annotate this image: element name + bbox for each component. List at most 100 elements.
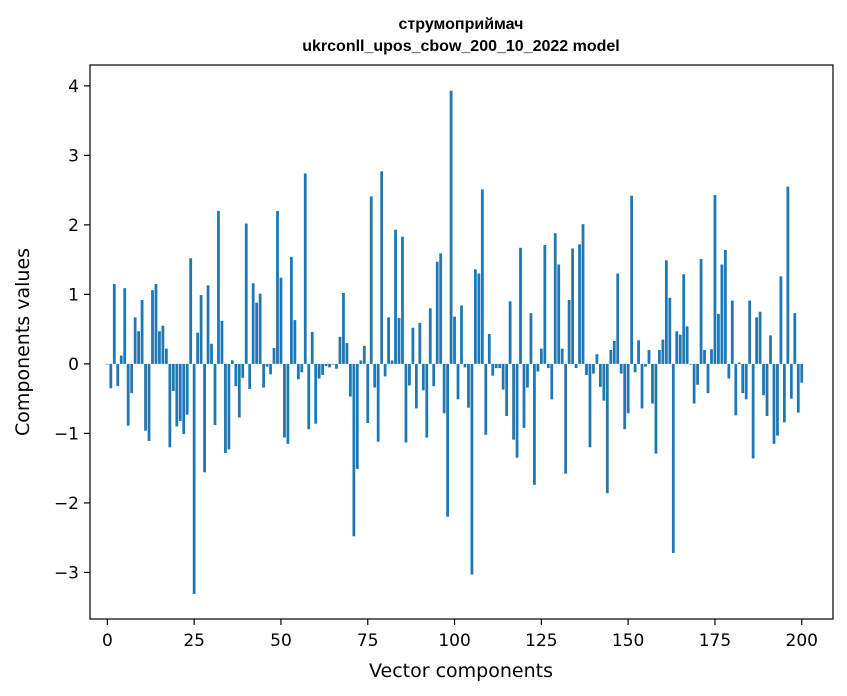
bar [671, 363, 675, 553]
bar [182, 363, 186, 435]
bar [539, 348, 543, 364]
bar [283, 363, 286, 438]
bar [574, 363, 578, 369]
bar [158, 331, 161, 364]
bar [234, 363, 238, 387]
bar [272, 347, 276, 364]
bar [460, 305, 463, 364]
bar [685, 326, 689, 364]
bar [414, 363, 418, 409]
y-tick-label: −1 [54, 424, 79, 444]
bar [484, 363, 488, 435]
bar [769, 335, 772, 364]
bar-series [105, 90, 804, 594]
bar [633, 363, 637, 373]
bar [560, 348, 564, 364]
bar [293, 320, 297, 364]
x-tick-label: 150 [612, 631, 644, 651]
bar [217, 210, 220, 364]
bar [276, 210, 279, 364]
bar [776, 363, 779, 436]
bar [692, 363, 696, 404]
bar [536, 363, 540, 372]
bar [654, 363, 658, 454]
bar [765, 363, 769, 417]
bar [644, 363, 647, 367]
bar [609, 349, 613, 364]
bar [237, 363, 241, 418]
bar [109, 363, 113, 389]
bar [526, 363, 529, 388]
bar [564, 363, 568, 474]
bar [602, 363, 606, 401]
bar [178, 363, 182, 421]
bar [730, 300, 734, 364]
bar [203, 363, 206, 473]
bar [658, 349, 661, 364]
bar [741, 363, 745, 394]
bar [789, 363, 793, 399]
y-tick-label: 2 [68, 216, 79, 236]
bar [585, 363, 588, 376]
x-tick-label: 175 [699, 631, 731, 651]
bar [678, 334, 682, 364]
bar [501, 363, 505, 390]
bar [355, 363, 359, 469]
bar [133, 317, 137, 364]
bar [748, 300, 752, 364]
bar [140, 299, 144, 364]
bar [192, 363, 196, 594]
bar [605, 363, 609, 494]
bar [269, 363, 272, 375]
bar [480, 189, 484, 364]
bar [553, 233, 557, 364]
bar [404, 363, 408, 443]
bar [310, 331, 314, 364]
x-axis-label: Vector components [369, 660, 553, 682]
bar [727, 363, 731, 379]
bar [425, 363, 429, 438]
bar [435, 261, 439, 364]
bar [699, 258, 703, 364]
bar [508, 301, 512, 364]
plot-frame [89, 64, 834, 620]
bar [512, 363, 515, 440]
y-tick-label: −2 [54, 494, 79, 514]
bar [546, 363, 550, 369]
bar [331, 363, 335, 365]
bar [664, 260, 668, 364]
bar [595, 354, 599, 364]
bar [137, 331, 140, 364]
bar [661, 339, 665, 364]
bar [394, 229, 397, 364]
bar [696, 363, 699, 385]
bar [619, 363, 623, 374]
bar [557, 264, 561, 364]
bar [199, 295, 203, 364]
y-axis-ticks: −3 −2 −1 0 1 2 3 4 [54, 77, 90, 583]
bar [626, 363, 630, 414]
bar [543, 245, 547, 364]
bar [796, 363, 800, 413]
bar [432, 363, 436, 387]
bar [668, 297, 672, 364]
y-axis-label: Components values [12, 248, 34, 436]
bar [286, 363, 290, 444]
bar [713, 194, 717, 364]
bar [689, 363, 693, 365]
x-tick-label: 200 [786, 631, 818, 651]
bar [130, 363, 134, 394]
bar [175, 363, 179, 427]
bar [116, 363, 120, 387]
bar [168, 363, 172, 448]
bar [456, 363, 460, 400]
bar [723, 249, 727, 364]
bar [411, 327, 415, 364]
bar [401, 236, 404, 364]
bar [442, 363, 446, 414]
bar [119, 355, 123, 364]
bar [230, 360, 234, 364]
bar [154, 283, 158, 364]
bar [515, 363, 519, 458]
bar [682, 274, 686, 364]
